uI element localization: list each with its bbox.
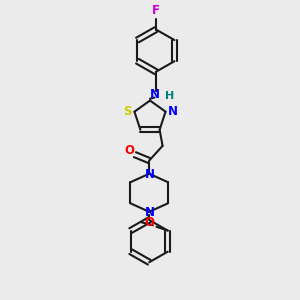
Text: N: N [145, 167, 154, 181]
Text: N: N [145, 206, 154, 219]
Text: O: O [124, 144, 134, 158]
Text: N: N [149, 88, 160, 101]
Text: S: S [123, 105, 131, 118]
Text: F: F [152, 4, 160, 17]
Text: H: H [165, 91, 175, 101]
Text: N: N [168, 105, 178, 118]
Text: O: O [144, 216, 154, 230]
